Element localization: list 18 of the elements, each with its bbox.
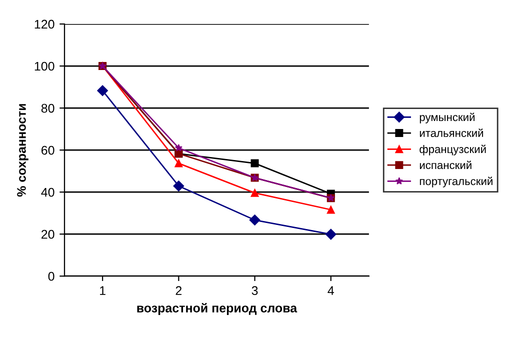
legend-label: румынский	[420, 112, 474, 124]
x-tick-label: 1	[100, 286, 106, 295]
y-tick-label: 40	[41, 188, 54, 197]
y-tick-label: 0	[48, 272, 54, 281]
y-tick-label: 120	[34, 20, 54, 29]
legend-label: французский	[420, 144, 486, 156]
legend-label: испанский	[420, 160, 472, 170]
x-tick-label: 4	[328, 286, 334, 295]
y-tick-label: 80	[41, 104, 54, 113]
y-axis-title: % сохранности	[17, 104, 28, 197]
y-tick-label: 100	[34, 62, 54, 71]
y-tick-label: 60	[42, 146, 54, 155]
legend-label: португальский	[420, 176, 492, 188]
x-tick-label: 2	[176, 286, 182, 295]
y-tick-label: 20	[42, 230, 54, 239]
x-tick-label: 3	[252, 286, 258, 296]
legend-label: итальянский	[420, 128, 484, 138]
x-axis-title: возрастной период слова	[137, 303, 298, 315]
